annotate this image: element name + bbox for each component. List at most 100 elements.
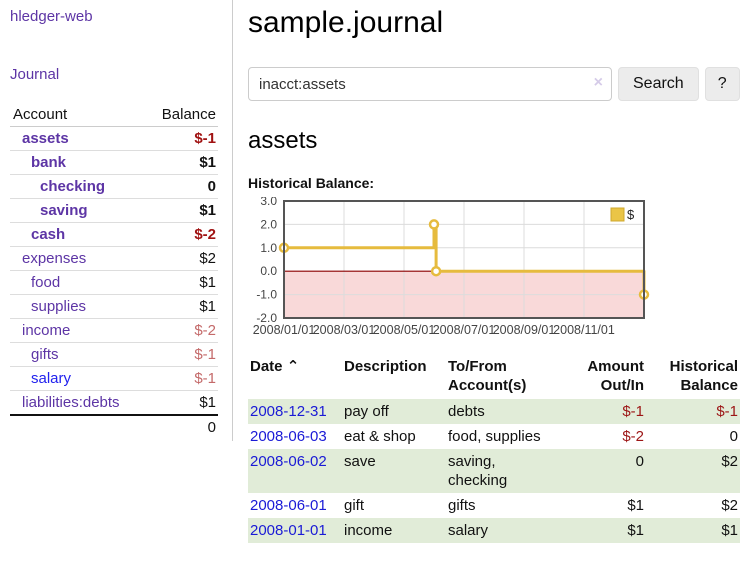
main-content: sample.journal × Search ? assets Histori…: [248, 0, 740, 543]
balance-column-header: Historical Balance: [669, 358, 738, 394]
sidebar-item-journal[interactable]: Journal: [10, 66, 60, 83]
transaction-description: gift: [344, 497, 365, 514]
account-row[interactable]: gifts $-1: [10, 343, 218, 367]
transaction-description: pay off: [342, 399, 446, 424]
accounts-table-header: Account Balance: [10, 103, 218, 127]
svg-text:2008/11/01: 2008/11/01: [553, 323, 615, 337]
transaction-description: income: [342, 518, 446, 543]
transactions-header-row: Date ⌃ Description To/From Account(s) Am…: [248, 355, 740, 399]
clear-search-icon[interactable]: ×: [593, 74, 603, 91]
account-balance: $-2: [194, 226, 216, 243]
transaction-amount: $1: [627, 497, 644, 514]
account-balance: 0: [207, 178, 216, 195]
table-row: 2008-01-01 income salary $1 $1: [248, 518, 740, 543]
account-link-income[interactable]: income: [22, 322, 71, 339]
account-link-cash[interactable]: cash: [31, 226, 66, 243]
svg-text:2008/05/01: 2008/05/01: [373, 323, 436, 337]
svg-text:1.0: 1.0: [260, 241, 277, 255]
transaction-date-link[interactable]: 2008-01-01: [250, 522, 327, 539]
chart-title: Historical Balance:: [248, 175, 375, 191]
account-link-checking[interactable]: checking: [40, 178, 106, 195]
account-link-saving[interactable]: saving: [40, 202, 88, 219]
account-row[interactable]: salary $-1: [10, 367, 218, 391]
transaction-description: eat & shop: [344, 428, 416, 445]
accounts-table: Account Balance assets $-1 bank $1 check…: [10, 103, 218, 439]
transactions-table: Date ⌃ Description To/From Account(s) Am…: [248, 355, 740, 543]
transaction-balance: $-1: [646, 399, 740, 424]
account-link-food[interactable]: food: [31, 274, 61, 291]
svg-text:2008/07/01: 2008/07/01: [433, 323, 496, 337]
table-row: 2008-06-03 eat & shop food, supplies $-2…: [248, 424, 740, 449]
account-link-liabilities-debts[interactable]: liabilities:debts: [22, 394, 120, 411]
account-link-expenses[interactable]: expenses: [22, 250, 87, 267]
transaction-amount: $-2: [622, 428, 644, 445]
transaction-accounts: food, supplies: [448, 428, 541, 445]
search-button[interactable]: Search: [618, 67, 699, 101]
transaction-date-link[interactable]: 2008-06-01: [250, 497, 327, 514]
account-row[interactable]: checking 0: [10, 175, 218, 199]
transaction-balance: 0: [729, 428, 738, 445]
account-link-supplies[interactable]: supplies: [31, 298, 87, 315]
table-row: 2008-06-02 save saving, checking 0 $2: [248, 449, 740, 493]
page-title: sample.journal: [248, 6, 444, 39]
account-balance: $-1: [194, 346, 216, 363]
account-balance: $1: [199, 154, 216, 171]
svg-text:-1.0: -1.0: [256, 288, 277, 302]
account-row[interactable]: supplies $1: [10, 295, 218, 319]
transaction-date-link[interactable]: 2008-12-31: [250, 403, 327, 420]
svg-text:2.0: 2.0: [260, 217, 277, 231]
account-link-salary[interactable]: salary: [31, 370, 72, 387]
account-balance: $2: [199, 250, 216, 267]
account-row[interactable]: income $-2: [10, 319, 218, 343]
transaction-date-link[interactable]: 2008-06-03: [250, 428, 327, 445]
account-row[interactable]: saving $1: [10, 199, 218, 223]
account-link-bank[interactable]: bank: [31, 154, 67, 171]
account-link-assets[interactable]: assets: [22, 130, 69, 147]
account-link-gifts[interactable]: gifts: [31, 346, 59, 363]
amount-column-header: Amount Out/In: [587, 358, 644, 394]
account-row[interactable]: bank $1: [10, 151, 218, 175]
balance-column-header: Balance: [161, 106, 216, 123]
accounts-total-value: 0: [207, 419, 216, 436]
accounts-total-row: 0: [10, 416, 218, 439]
transaction-description: save: [342, 449, 446, 493]
account-row[interactable]: assets $-1: [10, 127, 218, 151]
account-balance: $1: [199, 394, 216, 411]
account-row[interactable]: expenses $2: [10, 247, 218, 271]
sort-ascending-icon: ⌃: [286, 358, 300, 375]
svg-text:2008/03/01: 2008/03/01: [313, 323, 376, 337]
account-row[interactable]: liabilities:debts $1: [10, 391, 218, 416]
chart-svg: 3.0 2.0 1.0 0.0 -1.0 -2.02008/01/012008/03/01…: [253, 197, 650, 337]
date-header-label: Date: [250, 358, 283, 375]
transaction-accounts: debts: [446, 399, 562, 424]
table-row: 2008-06-01 gift gifts $1 $2: [248, 493, 740, 518]
search-form: × Search ?: [248, 67, 740, 101]
search-input[interactable]: [248, 67, 612, 101]
app-brand-link[interactable]: hledger-web: [10, 8, 93, 25]
account-balance: $1: [199, 274, 216, 291]
date-column-header[interactable]: Date ⌃: [248, 355, 342, 399]
historical-balance-chart: 3.0 2.0 1.0 0.0 -1.0 -2.0 2008/01/01 2008/03/01…: [248, 197, 740, 339]
transaction-accounts: gifts: [448, 497, 476, 514]
transaction-balance: $2: [721, 497, 738, 514]
svg-text:2008/01/01: 2008/01/01: [253, 323, 316, 337]
transaction-accounts: salary: [446, 518, 562, 543]
account-row[interactable]: food $1: [10, 271, 218, 295]
svg-text:2008/09/01: 2008/09/01: [493, 323, 556, 337]
svg-text:-2.0: -2.0: [256, 311, 277, 325]
account-balance: $1: [199, 202, 216, 219]
account-balance: $1: [199, 298, 216, 315]
account-balance: $-1: [194, 370, 216, 387]
account-heading: assets: [248, 127, 318, 154]
transaction-amount: $-1: [562, 399, 646, 424]
account-balance: $-1: [194, 130, 216, 147]
accounts-column-header: To/From Account(s): [448, 358, 527, 394]
help-button[interactable]: ?: [704, 67, 740, 101]
transaction-balance: $1: [646, 518, 740, 543]
account-balance: $-2: [194, 322, 216, 339]
description-column-header: Description: [344, 358, 427, 375]
transaction-accounts: saving, checking: [446, 449, 562, 493]
svg-text:$: $: [627, 207, 635, 222]
account-row[interactable]: cash $-2: [10, 223, 218, 247]
transaction-date-link[interactable]: 2008-06-02: [250, 453, 327, 470]
